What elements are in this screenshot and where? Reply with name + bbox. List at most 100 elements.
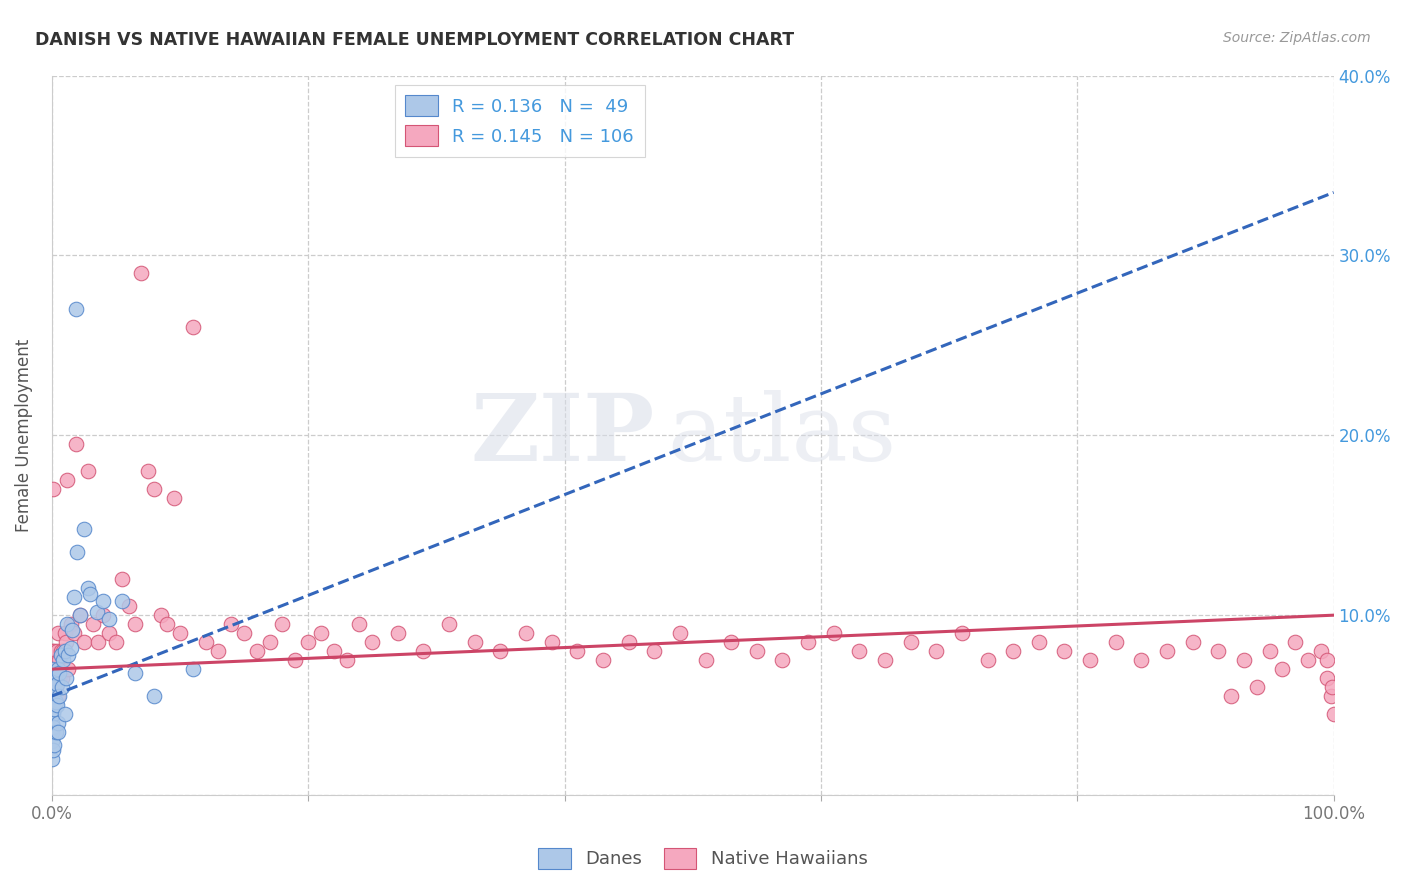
- Point: [194, 635, 217, 649]
- Point: [73, 522, 96, 536]
- Point: [387, 626, 409, 640]
- Point: [669, 626, 692, 640]
- Point: [1078, 653, 1101, 667]
- Point: [44, 671, 66, 685]
- Point: [41, 680, 63, 694]
- Point: [156, 617, 179, 632]
- Point: [284, 653, 307, 667]
- Point: [336, 653, 359, 667]
- Point: [297, 635, 319, 649]
- Point: [51, 671, 73, 685]
- Point: [65, 302, 87, 317]
- Point: [45, 694, 67, 708]
- Point: [76, 464, 98, 478]
- Point: [59, 640, 82, 655]
- Point: [1271, 662, 1294, 676]
- Point: [349, 617, 371, 632]
- Point: [118, 599, 141, 614]
- Point: [41, 644, 63, 658]
- Point: [41, 671, 63, 685]
- Point: [59, 617, 82, 632]
- Point: [1246, 680, 1268, 694]
- Point: [58, 648, 80, 662]
- Point: [136, 464, 159, 478]
- Point: [181, 320, 204, 334]
- Text: ZIP: ZIP: [470, 391, 654, 480]
- Point: [540, 635, 562, 649]
- Point: [48, 653, 70, 667]
- Point: [66, 545, 89, 559]
- Point: [56, 617, 79, 632]
- Point: [52, 644, 75, 658]
- Point: [53, 626, 76, 640]
- Point: [770, 653, 793, 667]
- Point: [42, 689, 65, 703]
- Point: [207, 644, 229, 658]
- Point: [131, 266, 153, 280]
- Point: [45, 662, 67, 676]
- Point: [45, 653, 67, 667]
- Point: [62, 590, 84, 604]
- Point: [976, 653, 998, 667]
- Point: [98, 612, 121, 626]
- Point: [124, 665, 146, 680]
- Point: [46, 626, 69, 640]
- Point: [41, 734, 63, 748]
- Point: [1323, 707, 1346, 722]
- Point: [259, 635, 281, 649]
- Point: [42, 671, 65, 685]
- Point: [48, 671, 70, 685]
- Point: [79, 586, 101, 600]
- Point: [62, 626, 84, 640]
- Point: [1233, 653, 1256, 667]
- Point: [169, 626, 191, 640]
- Text: Source: ZipAtlas.com: Source: ZipAtlas.com: [1223, 31, 1371, 45]
- Point: [143, 689, 166, 703]
- Point: [1053, 644, 1076, 658]
- Point: [44, 702, 66, 716]
- Point: [1105, 635, 1128, 649]
- Point: [91, 594, 114, 608]
- Point: [823, 626, 845, 640]
- Point: [617, 635, 640, 649]
- Point: [42, 720, 65, 734]
- Point: [53, 707, 76, 722]
- Point: [55, 671, 77, 685]
- Point: [45, 698, 67, 712]
- Point: [45, 665, 67, 680]
- Point: [41, 662, 63, 676]
- Point: [41, 698, 63, 712]
- Point: [181, 662, 204, 676]
- Point: [437, 617, 460, 632]
- Point: [464, 635, 486, 649]
- Point: [42, 707, 65, 722]
- Point: [55, 635, 77, 649]
- Point: [53, 644, 76, 658]
- Point: [46, 689, 69, 703]
- Point: [1130, 653, 1153, 667]
- Point: [1002, 644, 1025, 658]
- Point: [233, 626, 256, 640]
- Point: [246, 644, 269, 658]
- Point: [111, 594, 134, 608]
- Point: [515, 626, 537, 640]
- Point: [143, 482, 166, 496]
- Point: [797, 635, 820, 649]
- Point: [98, 626, 121, 640]
- Point: [412, 644, 434, 658]
- Point: [82, 617, 104, 632]
- Point: [104, 635, 127, 649]
- Point: [69, 608, 91, 623]
- Point: [900, 635, 922, 649]
- Point: [65, 437, 87, 451]
- Point: [309, 626, 332, 640]
- Text: atlas: atlas: [666, 391, 896, 480]
- Point: [46, 662, 69, 676]
- Point: [1156, 644, 1178, 658]
- Point: [1220, 689, 1243, 703]
- Point: [745, 644, 768, 658]
- Point: [489, 644, 512, 658]
- Point: [48, 689, 70, 703]
- Point: [44, 738, 66, 752]
- Point: [1316, 671, 1339, 685]
